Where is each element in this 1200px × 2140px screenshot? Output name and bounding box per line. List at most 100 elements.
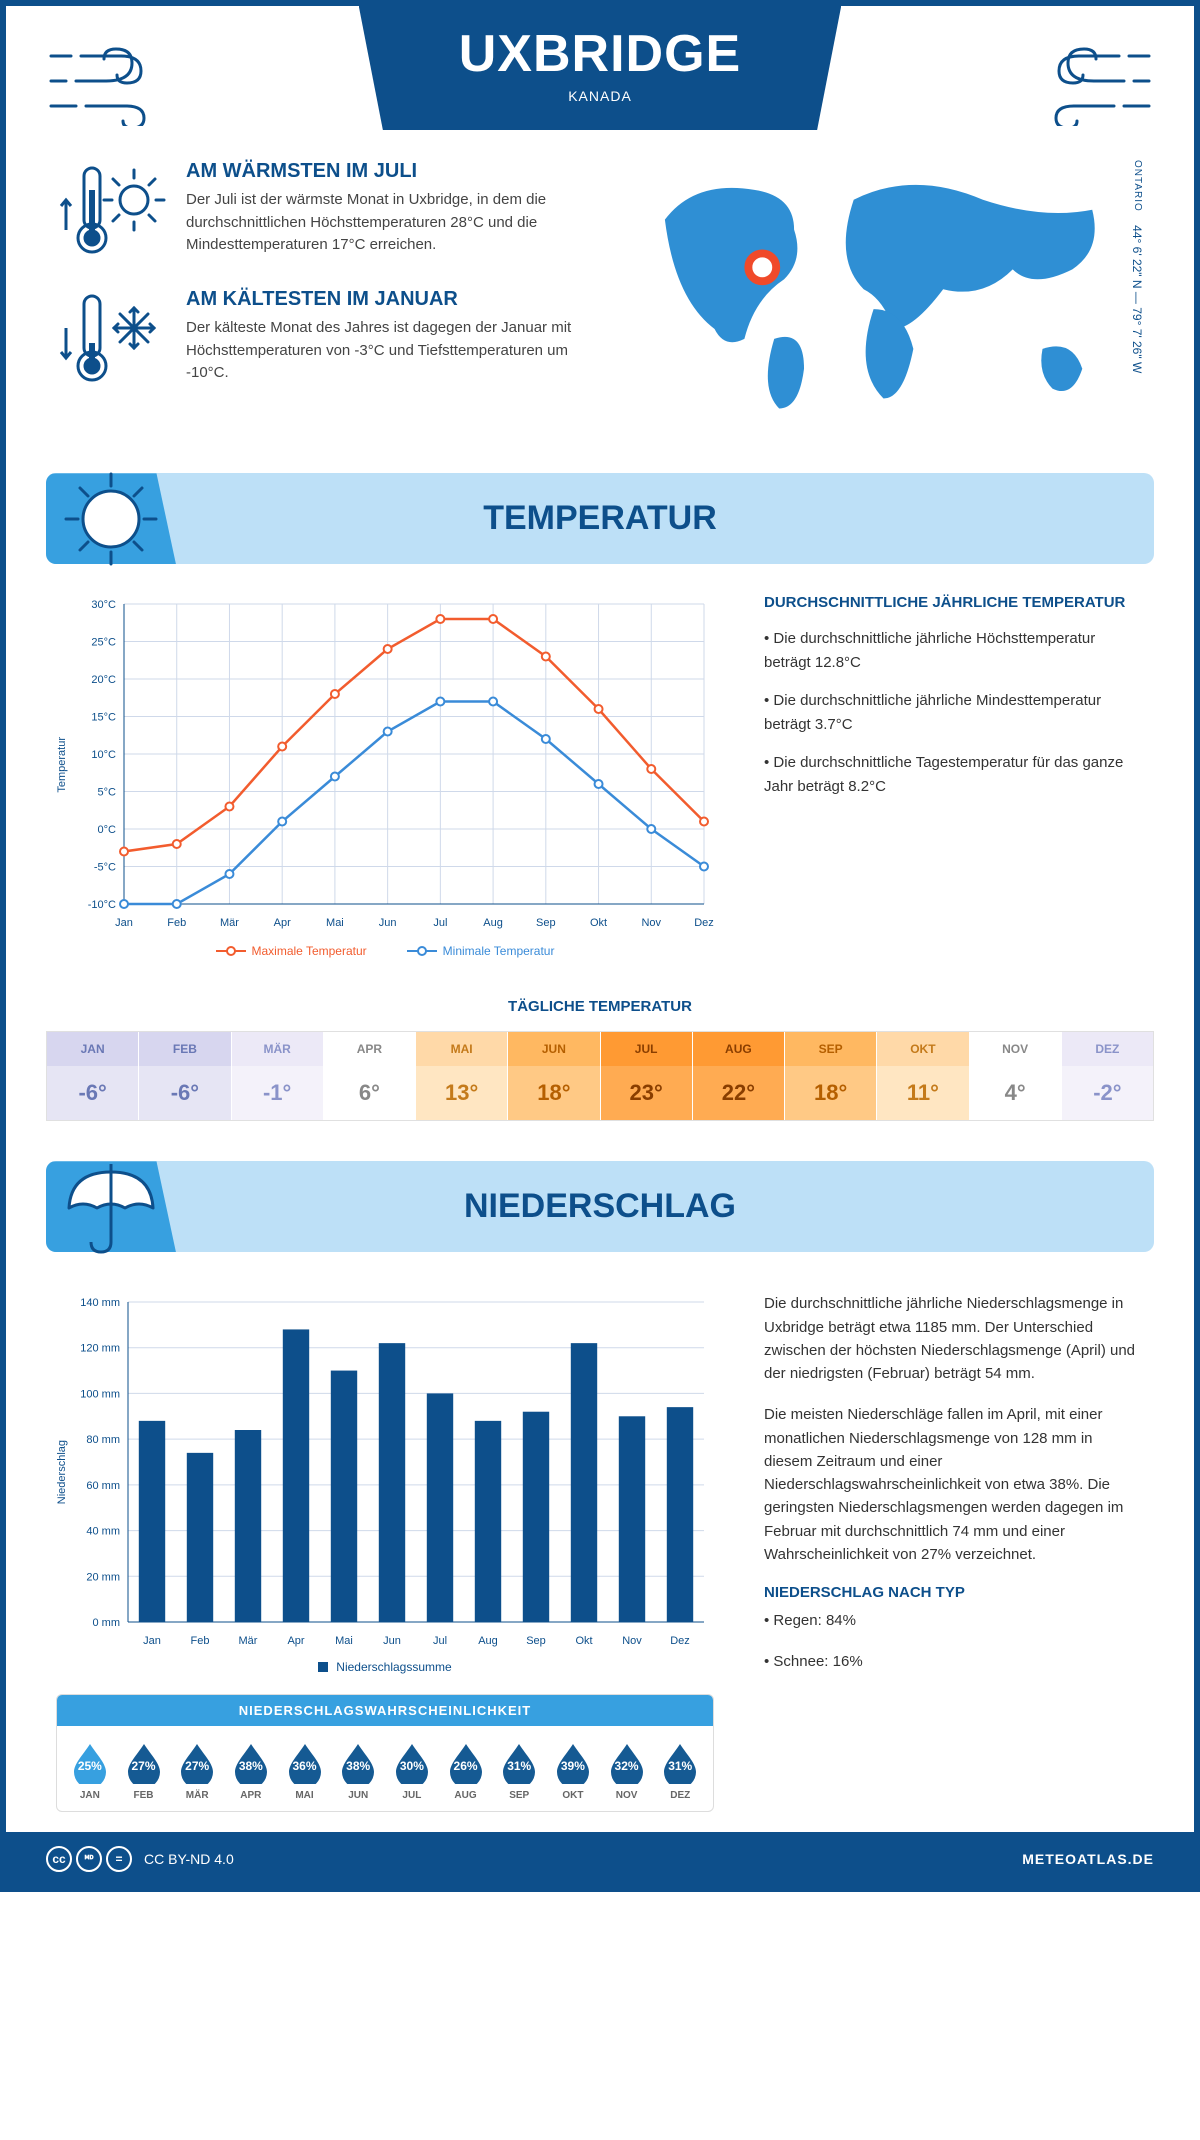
coordinates: ONTARIO 44° 6' 22" N — 79° 7' 26" W — [1130, 160, 1144, 373]
prob-month: DEZ — [655, 1790, 705, 1801]
precip-title: NIEDERSCHLAG — [46, 1161, 1154, 1252]
precipitation-text: Die durchschnittliche jährliche Niedersc… — [764, 1292, 1144, 1812]
temp-bullet-1: • Die durchschnittliche jährliche Mindes… — [764, 689, 1144, 737]
daily-temp-title: TÄGLICHE TEMPERATUR — [6, 998, 1194, 1015]
daily-cell: JUN18° — [508, 1032, 600, 1120]
daily-cell: FEB-6° — [139, 1032, 231, 1120]
svg-text:Jan: Jan — [143, 1635, 161, 1647]
temp-bullet-0: • Die durchschnittliche jährliche Höchst… — [764, 627, 1144, 675]
wind-icon-left — [46, 36, 186, 126]
svg-text:60 mm: 60 mm — [86, 1480, 120, 1492]
svg-text:Mai: Mai — [326, 917, 344, 929]
svg-text:0°C: 0°C — [98, 824, 117, 836]
precipitation-bar-chart: 0 mm20 mm40 mm60 mm80 mm100 mm120 mm140 … — [74, 1292, 714, 1652]
temp-y-axis-label: Temperatur — [56, 737, 68, 793]
daily-value: -6° — [139, 1066, 230, 1120]
droplet-icon: 38% — [229, 1740, 273, 1784]
prob-cell: 38% JUN — [333, 1740, 383, 1801]
nd-icon: = — [106, 1846, 132, 1872]
thermometer-cold-icon — [56, 288, 166, 388]
precip-y-axis-label: Niederschlag — [56, 1440, 68, 1504]
prob-month: JUN — [333, 1790, 383, 1801]
svg-text:Jun: Jun — [383, 1635, 401, 1647]
world-map-icon — [645, 160, 1122, 418]
page-subtitle: KANADA — [459, 88, 741, 104]
precipitation-content: Niederschlag 0 mm20 mm40 mm60 mm80 mm100… — [6, 1282, 1194, 1832]
daily-month: MAI — [416, 1032, 507, 1066]
precip-type-heading: NIEDERSCHLAG NACH TYP — [764, 1584, 1144, 1601]
daily-cell: OKT11° — [877, 1032, 969, 1120]
svg-text:Sep: Sep — [536, 917, 556, 929]
svg-text:Feb: Feb — [167, 917, 186, 929]
prob-month: MÄR — [172, 1790, 222, 1801]
svg-text:0 mm: 0 mm — [93, 1617, 121, 1629]
svg-text:Jul: Jul — [433, 1635, 447, 1647]
coldest-heading: AM KÄLTESTEN IM JANUAR — [186, 288, 605, 311]
daily-cell: DEZ-2° — [1062, 1032, 1153, 1120]
droplet-icon: 38% — [336, 1740, 380, 1784]
daily-month: AUG — [693, 1032, 784, 1066]
precip-probability-box: NIEDERSCHLAGSWAHRSCHEINLICHKEIT 25%JAN27… — [56, 1694, 714, 1812]
prob-month: MAI — [280, 1790, 330, 1801]
svg-text:Mai: Mai — [335, 1635, 353, 1647]
svg-text:10°C: 10°C — [91, 749, 116, 761]
daily-month: APR — [324, 1032, 415, 1066]
prob-cell: 26%AUG — [441, 1740, 491, 1801]
daily-value: -2° — [1062, 1066, 1153, 1120]
by-icon: 🅫 — [76, 1846, 102, 1872]
prob-cell: 31%DEZ — [655, 1740, 705, 1801]
prob-month: AUG — [441, 1790, 491, 1801]
svg-text:20°C: 20°C — [91, 674, 116, 686]
droplet-icon: 25% — [68, 1740, 112, 1784]
prob-cell: 32%NOV — [602, 1740, 652, 1801]
svg-text:Mär: Mär — [239, 1635, 258, 1647]
daily-cell: MÄR-1° — [232, 1032, 324, 1120]
title-banner: UXBRIDGE KANADA — [359, 6, 841, 130]
prob-month: FEB — [119, 1790, 169, 1801]
svg-text:80 mm: 80 mm — [86, 1435, 120, 1447]
precip-para-2: Die meisten Niederschläge fallen im Apri… — [764, 1403, 1144, 1566]
wind-icon-right — [1014, 36, 1154, 126]
prob-month: NOV — [602, 1790, 652, 1801]
prob-month: JAN — [65, 1790, 115, 1801]
legend-max: Maximale Temperatur — [252, 944, 367, 958]
precip-para-1: Die durchschnittliche jährliche Niedersc… — [764, 1292, 1144, 1385]
daily-value: -1° — [232, 1066, 323, 1120]
daily-month: FEB — [139, 1032, 230, 1066]
svg-text:30°C: 30°C — [91, 599, 116, 611]
svg-text:Dez: Dez — [670, 1635, 690, 1647]
temperature-summary: DURCHSCHNITTLICHE JÄHRLICHE TEMPERATUR •… — [764, 594, 1144, 958]
daily-month: JUL — [601, 1032, 692, 1066]
daily-cell: JAN-6° — [47, 1032, 139, 1120]
daily-month: JAN — [47, 1032, 138, 1066]
coldest-block: AM KÄLTESTEN IM JANUAR Der kälteste Mona… — [56, 288, 605, 388]
svg-text:Nov: Nov — [641, 917, 661, 929]
svg-text:Apr: Apr — [274, 917, 291, 929]
warmest-heading: AM WÄRMSTEN IM JULI — [186, 160, 605, 183]
svg-text:Sep: Sep — [526, 1635, 546, 1647]
license-text: CC BY-ND 4.0 — [144, 1851, 234, 1867]
temp-bullet-2: • Die durchschnittliche Tagestemperatur … — [764, 751, 1144, 799]
precipitation-section-header: NIEDERSCHLAG — [46, 1161, 1154, 1252]
prob-cell: 27%MÄR — [172, 1740, 222, 1801]
daily-month: SEP — [785, 1032, 876, 1066]
temperature-line-chart: -10°C-5°C0°C5°C10°C15°C20°C25°C30°CJanFe… — [74, 594, 714, 934]
droplet-icon: 27% — [122, 1740, 166, 1784]
svg-text:Okt: Okt — [575, 1635, 592, 1647]
page-title: UXBRIDGE — [459, 24, 741, 84]
daily-month: OKT — [877, 1032, 968, 1066]
daily-cell: APR6° — [324, 1032, 416, 1120]
coldest-body: Der kälteste Monat des Jahres ist dagege… — [186, 317, 605, 385]
temperature-legend: Maximale Temperatur Minimale Temperatur — [56, 944, 714, 958]
prob-month: APR — [226, 1790, 276, 1801]
prob-month: JUL — [387, 1790, 437, 1801]
svg-text:Jun: Jun — [379, 917, 397, 929]
cc-icon: cc — [46, 1846, 72, 1872]
prob-cell: 36%MAI — [280, 1740, 330, 1801]
prob-cell: 38% APR — [226, 1740, 276, 1801]
svg-text:5°C: 5°C — [98, 787, 117, 799]
prob-cell: 39%OKT — [548, 1740, 598, 1801]
svg-text:Apr: Apr — [287, 1635, 304, 1647]
daily-cell: NOV4° — [970, 1032, 1062, 1120]
svg-text:Jan: Jan — [115, 917, 133, 929]
